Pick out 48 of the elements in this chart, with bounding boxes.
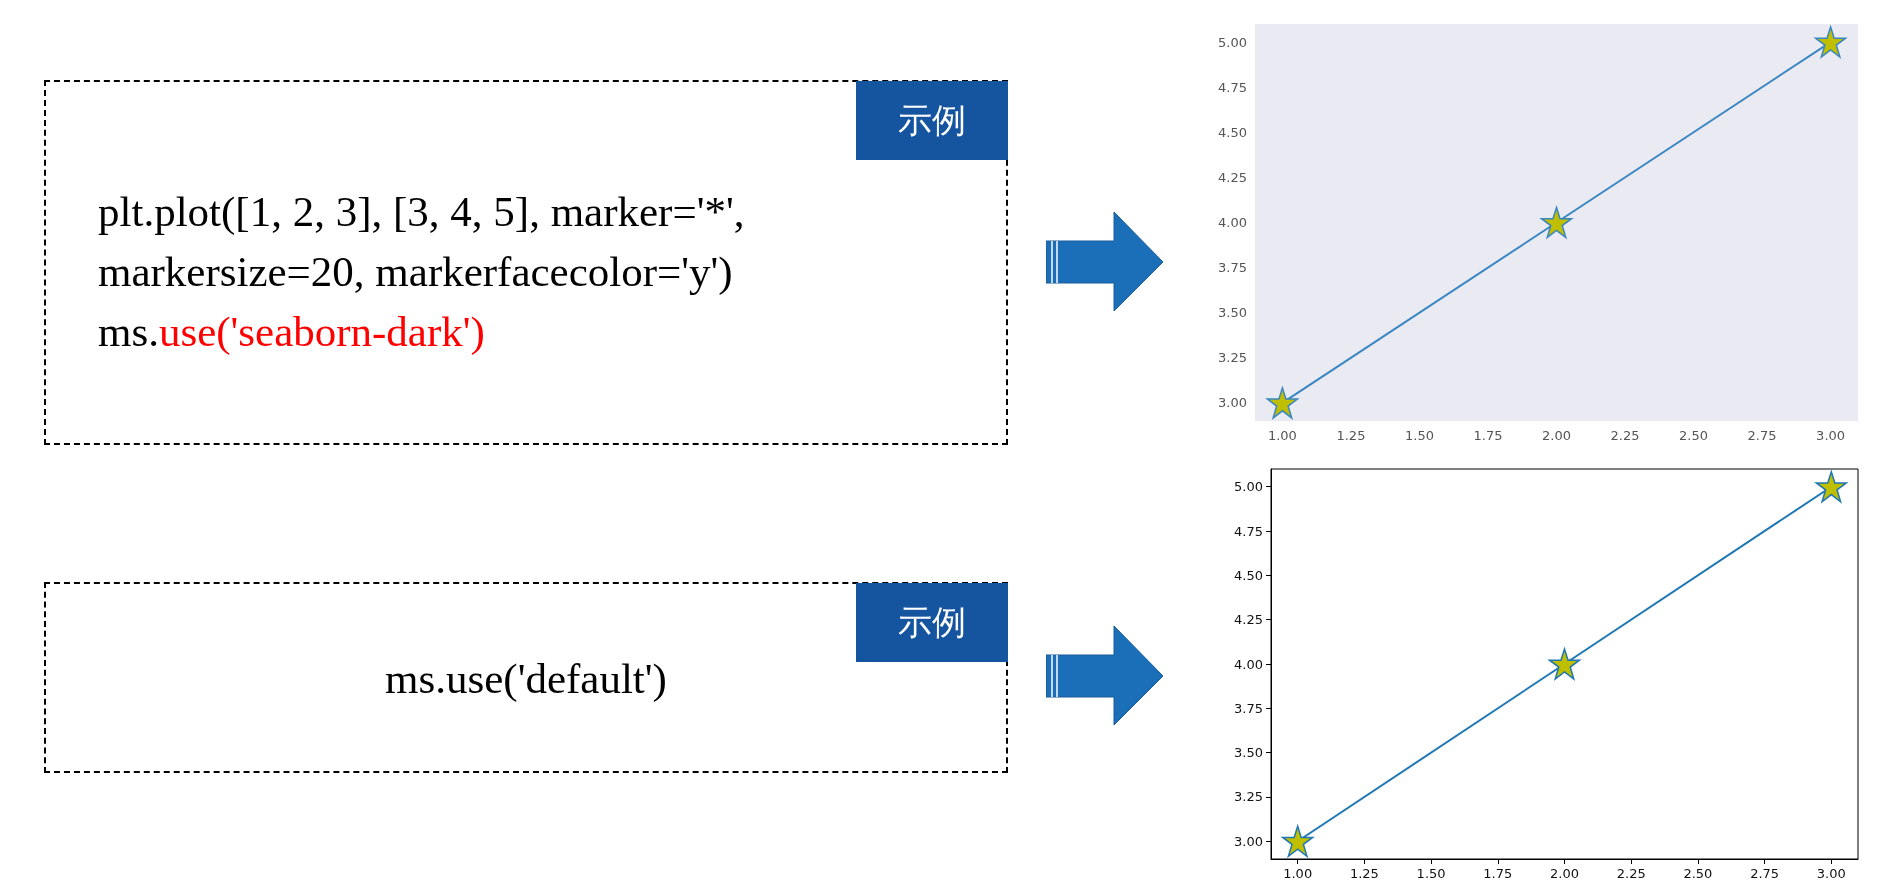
y-tick-label: 3.25 [1218, 350, 1247, 366]
point [1281, 825, 1314, 858]
y-tick-label: 4.75 [1234, 523, 1263, 539]
y-tick-label: 3.50 [1234, 745, 1263, 761]
x-tick-label: 3.00 [1816, 866, 1846, 881]
x-tick-label: 1.25 [1349, 866, 1379, 881]
y-tick-label: 4.25 [1218, 169, 1247, 185]
x-tick-label: 2.00 [1550, 866, 1579, 881]
point [1540, 206, 1573, 239]
text: markersize=20, markerfacecolor='y') [98, 247, 734, 297]
y-tick-label: 3.00 [1234, 833, 1263, 849]
x-tick-label: 2.50 [1683, 866, 1713, 881]
text: ms.use('default') [384, 654, 668, 703]
x-tick-label: 1.50 [1416, 866, 1446, 881]
x-tick-label: 3.00 [1816, 428, 1846, 443]
y-tick-label: 4.25 [1234, 612, 1263, 628]
x-tick-label: 1.75 [1483, 866, 1513, 881]
point [1548, 648, 1581, 680]
y-tick-label: 3.00 [1218, 395, 1247, 411]
x-tick-label: 2.50 [1679, 428, 1709, 443]
point [1815, 470, 1848, 503]
x-tick-label: 2.25 [1616, 866, 1646, 881]
x-tick-label: 1.00 [1283, 866, 1313, 881]
point [1266, 387, 1299, 419]
y-tick-label: 4.50 [1234, 567, 1263, 583]
x-tick-label: 2.00 [1542, 428, 1571, 443]
y-tick-label: 3.50 [1218, 305, 1247, 321]
x-tick-label: 1.50 [1404, 428, 1434, 443]
y-tick-label: 4.00 [1218, 215, 1247, 230]
x-tick-label: 1.00 [1267, 428, 1297, 443]
text: 示例 [856, 81, 1008, 160]
x-tick-label: 2.25 [1610, 428, 1640, 443]
x-tick-label: 2.75 [1750, 866, 1780, 881]
y-tick-label: 4.50 [1218, 124, 1247, 140]
text: plt.plot([1, 2, 3], [3, 4, 5], marker='*', [98, 187, 745, 237]
y-tick-label: 4.00 [1234, 656, 1263, 672]
y-tick-label: 3.75 [1234, 700, 1263, 716]
y-tick-label: 5.00 [1234, 479, 1263, 495]
x-tick-label: 2.75 [1747, 428, 1777, 443]
text: 示例 [856, 583, 1008, 662]
x-tick-label: 1.25 [1336, 428, 1366, 443]
point [1814, 26, 1847, 58]
y-tick-label: 5.00 [1218, 34, 1247, 50]
y-tick-label: 3.25 [1234, 789, 1263, 805]
text: use('seaborn-dark') [158, 308, 485, 355]
y-tick-label: 3.75 [1218, 260, 1247, 276]
y-tick-label: 4.75 [1218, 79, 1247, 95]
x-tick-label: 1.75 [1473, 428, 1503, 443]
